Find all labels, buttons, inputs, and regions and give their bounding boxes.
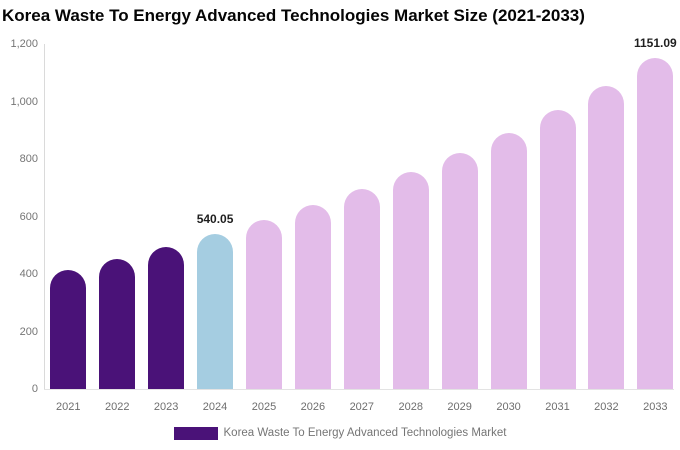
y-tick-label-1200: 1,200 xyxy=(10,38,38,50)
chart-title: Korea Waste To Energy Advanced Technolog… xyxy=(2,6,585,25)
x-tick-label-2022: 2022 xyxy=(104,401,130,413)
bar-2031[interactable] xyxy=(539,110,576,389)
bar-2022[interactable] xyxy=(99,258,136,389)
legend-item[interactable]: Korea Waste To Energy Advanced Technolog… xyxy=(0,426,680,440)
bar-2032[interactable] xyxy=(588,85,625,389)
y-tick-label-0: 0 xyxy=(31,383,38,395)
bar-2021[interactable] xyxy=(50,269,87,389)
x-tick-label-2023: 2023 xyxy=(153,401,179,413)
bar-2025[interactable] xyxy=(245,219,282,389)
x-tick-label-2032: 2032 xyxy=(594,401,619,413)
bar-2028[interactable] xyxy=(392,171,429,389)
legend-swatch xyxy=(173,426,218,440)
y-tick-label-400: 400 xyxy=(19,268,38,280)
bar-2026[interactable] xyxy=(294,205,331,389)
bar-2030[interactable] xyxy=(490,132,527,389)
bar-2024[interactable] xyxy=(197,233,234,389)
y-tick-label-800: 800 xyxy=(19,153,38,165)
value-label-2033: 1151.09 xyxy=(633,36,677,51)
y-tick-label-1000: 1,000 xyxy=(10,95,38,108)
x-tick-label-2021: 2021 xyxy=(56,401,81,413)
x-tick-label-2028: 2028 xyxy=(398,401,423,413)
x-tick-label-2025: 2025 xyxy=(251,401,277,413)
x-tick-label-2027: 2027 xyxy=(349,401,375,413)
y-tick-label-200: 200 xyxy=(19,325,38,338)
x-tick-label-2031: 2031 xyxy=(545,401,570,413)
x-tick-label-2026: 2026 xyxy=(300,401,326,413)
x-tick-label-2033: 2033 xyxy=(643,401,668,413)
y-axis-line xyxy=(44,44,45,389)
x-tick-label-2030: 2030 xyxy=(496,401,521,413)
x-tick-label-2029: 2029 xyxy=(447,401,472,413)
bar-2023[interactable] xyxy=(148,246,185,389)
y-tick-label-600: 600 xyxy=(19,210,38,223)
legend-label: Korea Waste To Energy Advanced Technolog… xyxy=(223,427,507,439)
x-axis-line xyxy=(44,389,674,390)
bar-2033[interactable] xyxy=(637,58,674,389)
bar-2029[interactable] xyxy=(441,153,478,389)
x-tick-label-2024: 2024 xyxy=(202,401,228,413)
bar-2027[interactable] xyxy=(343,189,380,389)
value-label-2024: 540.05 xyxy=(196,211,234,226)
